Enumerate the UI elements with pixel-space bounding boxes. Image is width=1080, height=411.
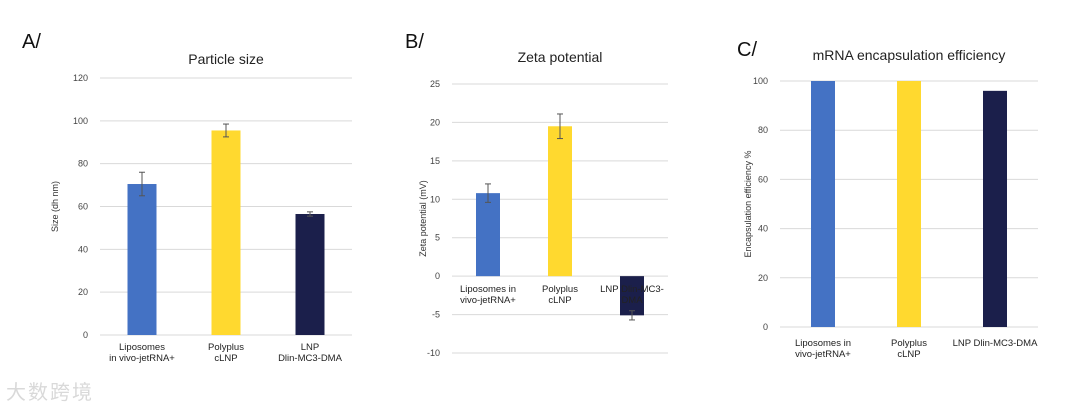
x-category-label-line: cLNP [897, 349, 920, 360]
x-category-label: Polyplus cLNP [891, 338, 927, 360]
bar [983, 90, 1007, 327]
x-category-label-line: LNP [301, 342, 319, 353]
x-category-label-line: cLNP [214, 353, 237, 364]
y-tick-label: 20 [758, 273, 768, 283]
bar [548, 126, 572, 277]
x-category-label: LNP Dlin-MC3-DMA [600, 284, 664, 306]
y-axis-label: Size (dh nm) [50, 181, 60, 232]
x-category-label-line: Liposomes in [795, 338, 851, 349]
bar [620, 276, 644, 316]
bar [897, 81, 921, 327]
zeta-potential-chart: B/Zeta potential -10 -5 0 5 10 15 20 25 Zeta pote… [405, 31, 668, 358]
particle-size-chart: A/Particle size 0 20 40 60 80 100 120 Size (dh n… [22, 31, 352, 364]
bar [295, 213, 325, 335]
x-category-label-line: Liposomes [119, 342, 165, 353]
x-category-label-line: in vivo-jetRNA+ [109, 353, 175, 364]
y-tick-label: 100 [73, 116, 88, 126]
y-tick-label: 0 [763, 322, 768, 332]
x-category-label-line: Polyplus [208, 342, 244, 353]
chart-panel-particle-size: A/Particle size 0 20 40 60 80 100 120 Size (dh n… [0, 0, 360, 411]
encapsulation-efficiency-chart: C/mRNA encapsulation efficiency 0 20 40 60 80… [737, 39, 1038, 360]
y-tick-label: 40 [78, 244, 88, 254]
y-tick-label: 20 [430, 117, 440, 127]
y-tick-label: 25 [430, 79, 440, 89]
bar [811, 81, 835, 327]
chart-title: mRNA encapsulation efficiency [813, 47, 1006, 63]
x-category-label-line: Dlin-MC3-DMA [278, 353, 343, 364]
y-axis-label: Zeta potential (mV) [418, 180, 428, 257]
x-category-label: LNP Dlin-MC3-DMA [953, 338, 1038, 349]
x-category-label-line: vivo-jetRNA+ [460, 295, 516, 306]
x-category-label: Liposomes in vivo-jetRNA+ [460, 284, 516, 306]
x-category-label: Polyplus cLNP [208, 342, 244, 364]
y-tick-label: 20 [78, 287, 88, 297]
y-tick-label: 40 [758, 224, 768, 234]
y-tick-label: -5 [432, 310, 440, 320]
y-tick-label: 0 [83, 330, 88, 340]
y-tick-label: -10 [427, 348, 440, 358]
panel-label: B/ [405, 31, 424, 53]
x-category-label-line: vivo-jetRNA+ [795, 349, 851, 360]
panel-label: C/ [737, 39, 757, 61]
chart-panel-zeta-potential: B/Zeta potential -10 -5 0 5 10 15 20 25 Zeta pote… [360, 0, 720, 411]
x-category-label-line: LNP Dlin-MC3-DMA [953, 338, 1038, 349]
y-tick-label: 0 [435, 271, 440, 281]
x-category-label-line: Liposomes in [460, 284, 516, 295]
chart-panel-encapsulation-efficiency: C/mRNA encapsulation efficiency 0 20 40 60 80… [720, 0, 1080, 411]
y-tick-label: 5 [435, 233, 440, 243]
x-category-label: LNP Dlin-MC3-DMA [278, 342, 343, 364]
y-tick-label: 15 [430, 156, 440, 166]
y-tick-label: 100 [753, 76, 768, 86]
x-category-label-line: cLNP [548, 295, 571, 306]
bar [476, 193, 500, 277]
y-axis-label: Encapsulation efficiency % [743, 151, 753, 258]
x-category-label-line: DMA [621, 295, 643, 306]
y-tick-label: 10 [430, 194, 440, 204]
x-category-label: Liposomes in vivo-jetRNA+ [795, 338, 851, 360]
y-tick-label: 60 [758, 174, 768, 184]
y-tick-label: 60 [78, 202, 88, 212]
x-category-label-line: LNP Dlin-MC3- [600, 284, 664, 295]
bar [211, 130, 241, 335]
x-category-label-line: Polyplus [542, 284, 578, 295]
x-category-label-line: Polyplus [891, 338, 927, 349]
y-tick-label: 80 [758, 125, 768, 135]
chart-title: Particle size [188, 51, 264, 67]
chart-title: Zeta potential [518, 49, 603, 65]
x-category-label: Polyplus cLNP [542, 284, 578, 306]
x-category-label: Liposomes in vivo-jetRNA+ [109, 342, 175, 364]
y-tick-label: 120 [73, 73, 88, 83]
bar [127, 184, 157, 335]
y-tick-label: 80 [78, 159, 88, 169]
panel-label: A/ [22, 31, 41, 53]
watermark-logo: 大数跨境 [6, 380, 94, 404]
